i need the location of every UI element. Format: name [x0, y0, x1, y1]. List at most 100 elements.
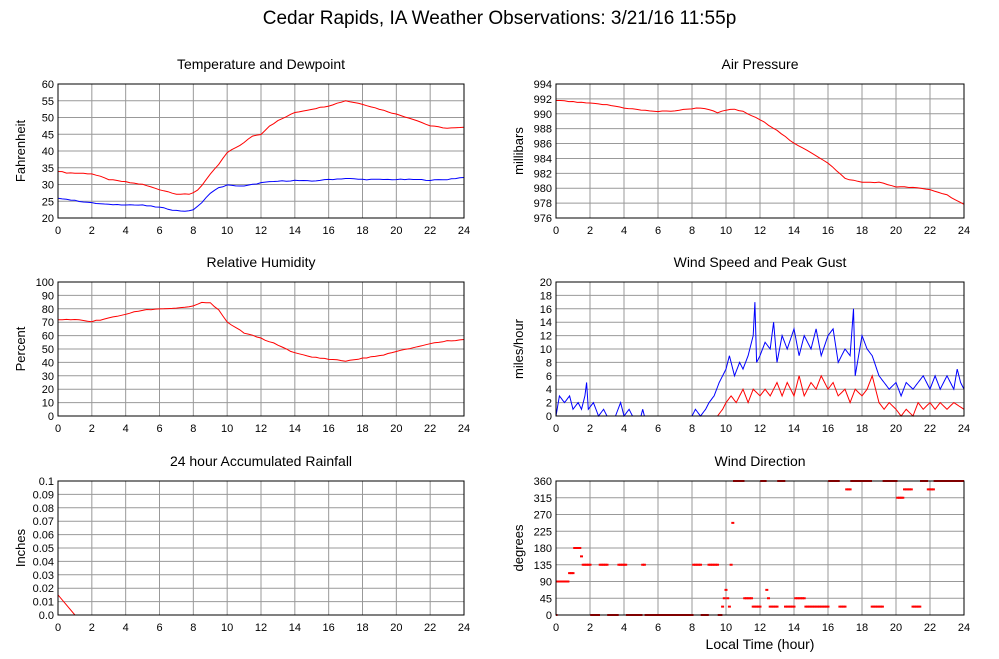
y-tick-label: 20	[42, 384, 54, 396]
x-tick-label: 18	[856, 423, 868, 435]
x-tick-label: 22	[924, 423, 936, 435]
data-point	[751, 605, 755, 608]
data-point	[909, 488, 913, 491]
data-point	[605, 563, 609, 566]
y-tick-label: 25	[42, 196, 54, 208]
data-point	[602, 563, 606, 566]
x-tick-label: 2	[89, 622, 95, 634]
x-tick-label: 12	[255, 622, 267, 634]
x-tick-label: 20	[390, 622, 402, 634]
y-tick-label: 12	[540, 331, 552, 343]
y-tick-label: 45	[42, 129, 54, 141]
y-tick-label: 0.05	[33, 543, 54, 555]
data-point	[843, 605, 847, 608]
y-tick-label: 994	[534, 79, 552, 91]
chart-title: Air Pressure	[721, 56, 798, 72]
x-tick-label: 16	[323, 423, 335, 435]
data-point	[814, 605, 818, 608]
y-tick-label: 0	[546, 610, 552, 622]
data-point	[804, 605, 808, 608]
y-tick-label: 30	[42, 180, 54, 192]
x-tick-label: 22	[424, 225, 436, 237]
x-tick-label: 24	[458, 423, 470, 435]
y-tick-label: 976	[534, 213, 552, 225]
y-tick-label: 0	[546, 411, 552, 423]
data-point	[569, 572, 573, 575]
x-tick-label: 24	[958, 622, 970, 634]
x-tick-label: 16	[323, 225, 335, 237]
data-point	[768, 605, 772, 608]
data-point	[911, 605, 915, 608]
data-point	[826, 605, 830, 608]
data-point	[692, 563, 696, 566]
data-point	[874, 605, 878, 608]
x-tick-label: 12	[754, 423, 766, 435]
data-point	[823, 605, 827, 608]
x-tick-label: 2	[89, 225, 95, 237]
data-point	[574, 547, 578, 549]
data-point	[624, 563, 628, 566]
x-tick-label: 10	[221, 423, 233, 435]
x-tick-label: 8	[190, 423, 196, 435]
data-point	[731, 521, 735, 524]
x-tick-label: 12	[255, 225, 267, 237]
data-point	[748, 597, 752, 600]
x-tick-label: 22	[424, 622, 436, 634]
data-point	[746, 597, 750, 600]
x-tick-label: 6	[156, 225, 162, 237]
x-tick-label: 8	[190, 622, 196, 634]
data-point	[870, 605, 874, 608]
data-point	[600, 563, 604, 566]
y-tick-label: 70	[42, 317, 54, 329]
x-tick-label: 22	[924, 622, 936, 634]
data-point	[792, 605, 796, 608]
y-tick-label: 55	[42, 96, 54, 108]
data-point	[872, 605, 876, 608]
y-tick-label: 225	[534, 526, 552, 538]
y-tick-label: 135	[534, 560, 552, 572]
y-tick-label: 0.06	[33, 530, 54, 542]
data-point	[789, 605, 793, 608]
x-tick-label: 2	[587, 622, 593, 634]
data-point	[795, 597, 799, 600]
y-tick-label: 988	[534, 124, 552, 136]
y-tick-label: 990	[534, 109, 552, 121]
x-tick-label: 20	[890, 622, 902, 634]
page-title: Cedar Rapids, IA Weather Observations: 3…	[262, 8, 737, 29]
x-tick-label: 4	[123, 622, 129, 634]
x-tick-label: 6	[156, 423, 162, 435]
x-tick-label: 14	[289, 423, 301, 435]
x-tick-label: 20	[890, 225, 902, 237]
data-point	[727, 605, 731, 608]
chart-title: Relative Humidity	[207, 254, 316, 270]
y-tick-label: 30	[42, 371, 54, 383]
y-tick-label: 50	[42, 113, 54, 125]
data-point	[724, 588, 728, 591]
data-point	[806, 605, 810, 608]
data-point	[617, 563, 621, 566]
x-tick-label: 2	[89, 423, 95, 435]
chart-title: Wind Direction	[714, 453, 805, 469]
data-point	[583, 563, 587, 566]
plot-frame	[555, 281, 965, 417]
y-tick-label: 315	[534, 493, 552, 505]
data-point	[710, 563, 714, 566]
x-tick-label: 18	[356, 622, 368, 634]
data-point	[585, 563, 589, 566]
y-tick-label: 0.02	[33, 583, 54, 595]
data-point	[908, 488, 912, 491]
data-point	[707, 563, 711, 566]
x-tick-label: 10	[720, 225, 732, 237]
x-tick-label: 10	[720, 423, 732, 435]
x-tick-label: 12	[754, 225, 766, 237]
y-tick-label: 0.01	[33, 597, 54, 609]
data-point	[848, 488, 852, 491]
data-point	[904, 488, 908, 491]
data-point	[811, 605, 815, 608]
data-point	[818, 605, 821, 608]
data-point	[775, 605, 779, 608]
